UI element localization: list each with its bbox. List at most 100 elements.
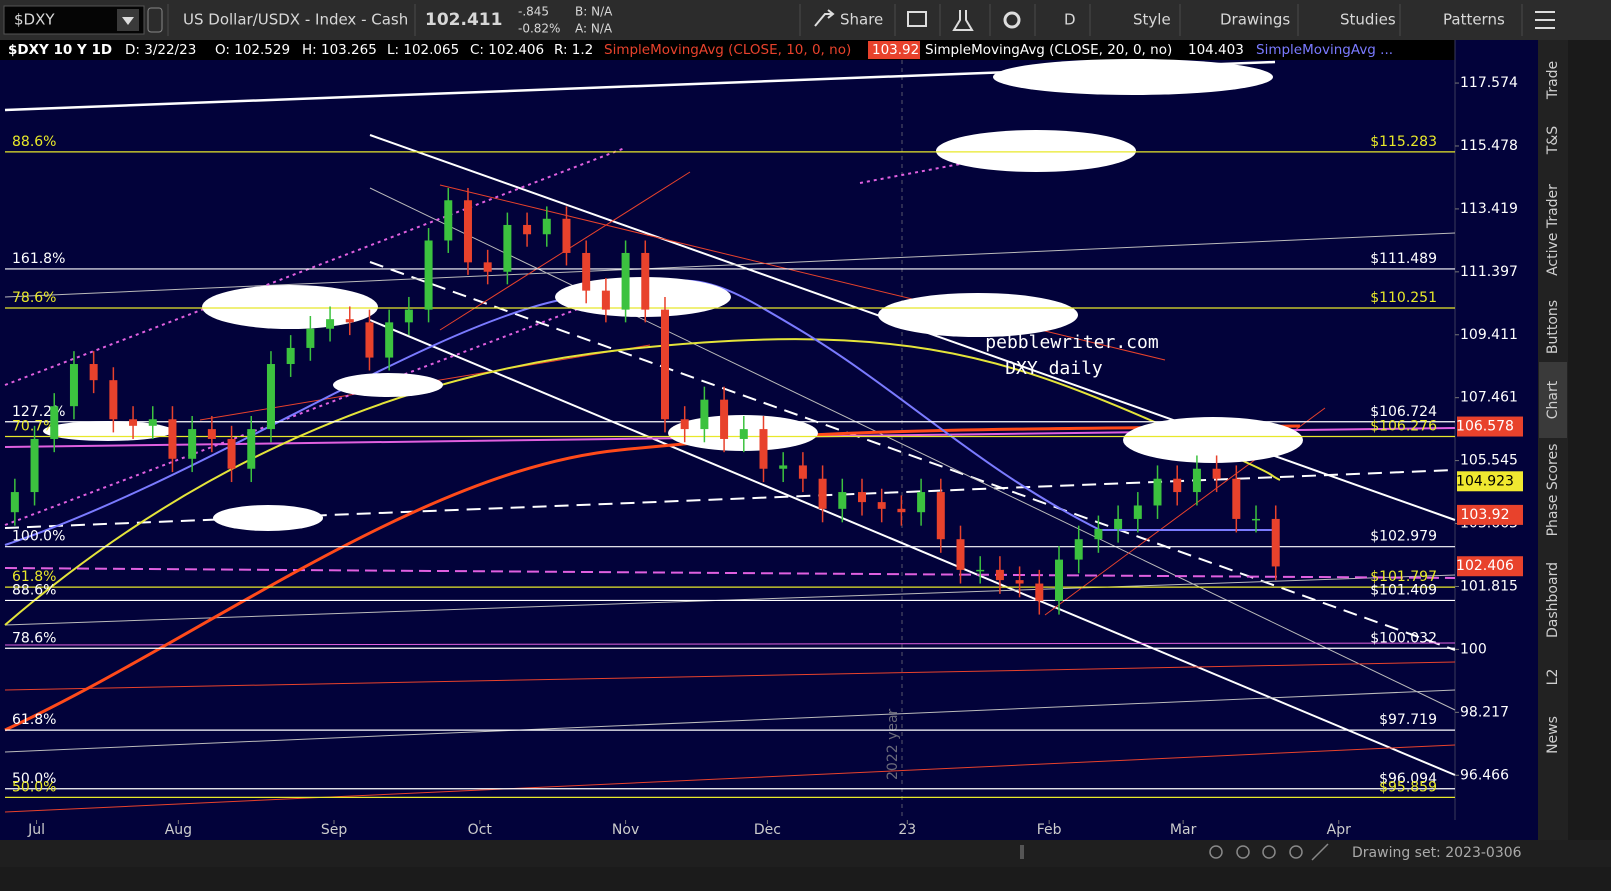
share-icon (814, 9, 835, 27)
y-tick-label: 107.461 (1460, 390, 1518, 406)
toolbar-button[interactable]: Studies (1340, 11, 1396, 29)
toolbar-button[interactable]: Style (1133, 11, 1171, 29)
level-ratio: 88.6% (12, 582, 56, 598)
candle-body (995, 569, 1004, 581)
candle-body (365, 322, 374, 358)
level-price: $111.489 (1370, 251, 1437, 267)
change: -.845 (518, 5, 549, 19)
candle-body (188, 429, 197, 459)
sidebar-tab[interactable]: T&S (1545, 126, 1561, 155)
sidebar-tab[interactable]: L2 (1545, 669, 1561, 686)
price-tag-label: 106.578 (1456, 419, 1514, 435)
candle-body (1153, 478, 1162, 506)
level-ratio: 78.6% (12, 630, 56, 646)
snapshot-icon[interactable] (907, 11, 927, 27)
x-tick-label: Sep (321, 822, 348, 838)
candle-body (562, 218, 571, 253)
candle-body (306, 328, 315, 348)
x-tick-label: Jul (27, 822, 45, 838)
sidebar-tab[interactable]: Dashboard (1545, 562, 1561, 638)
price-tag (1457, 471, 1523, 492)
legend-high: H: 103.265 (302, 42, 377, 58)
legend-date: D: 3/22/23 (125, 42, 196, 58)
y-tick-label: 105.545 (1460, 453, 1518, 469)
year-label: 2022 year (885, 708, 901, 780)
sidebar-tab[interactable]: Active Trader (1545, 184, 1561, 276)
x-tick-label: Nov (612, 822, 639, 838)
level-ratio: 161.8% (12, 251, 65, 267)
candle-body (641, 252, 650, 310)
candle-body (483, 262, 492, 272)
level-ratio: 50.0% (12, 771, 56, 787)
legend-range: R: 1.2 (554, 42, 593, 58)
candle-body (266, 364, 275, 430)
candle-body (50, 406, 59, 439)
x-tick-label: Mar (1170, 822, 1197, 838)
bid: B: N/A (575, 5, 613, 19)
x-tick-label: 23 (898, 822, 916, 838)
level-price: $110.251 (1370, 290, 1437, 306)
candle-body (385, 322, 394, 358)
menu-icon[interactable] (1535, 11, 1555, 29)
candle-body (956, 539, 965, 570)
x-tick-label: Oct (468, 822, 493, 838)
candle-body (601, 290, 610, 310)
sidebar-tab[interactable]: Buttons (1545, 300, 1561, 354)
candle-body (1252, 518, 1261, 521)
toolbar-button[interactable]: Drawings (1220, 11, 1290, 29)
candle-body (621, 252, 630, 310)
gear-icon[interactable] (1003, 11, 1021, 29)
status-bar (0, 840, 1611, 867)
level-ratio: 100.0% (12, 529, 65, 545)
candle-body (345, 319, 354, 323)
candle-body (917, 492, 926, 513)
price-tag-label: 103.92 (1461, 507, 1510, 523)
ask: A: N/A (575, 22, 613, 36)
candle-body (207, 429, 216, 439)
toolbar-button[interactable]: Share (840, 11, 883, 29)
candle-body (660, 309, 669, 420)
scroll-gutter (1568, 40, 1611, 840)
candle-body (89, 364, 98, 381)
toolbar-button[interactable]: D (1064, 11, 1076, 29)
level-price: $106.724 (1370, 404, 1437, 420)
candle-body (148, 419, 157, 426)
level-price: $95.859 (1379, 779, 1437, 795)
sidebar-tab[interactable]: Phase Scores (1545, 444, 1561, 537)
legend-sma20: SimpleMovingAvg (CLOSE, 20, 0, no) (925, 42, 1172, 58)
candle-body (463, 200, 472, 263)
sidebar-tab[interactable]: News (1545, 716, 1561, 754)
candle-body (168, 419, 177, 459)
candle-body (936, 492, 945, 540)
level-price: $102.979 (1370, 529, 1437, 545)
candle-body (69, 364, 78, 407)
flask-icon[interactable] (952, 10, 974, 31)
scroll-handle[interactable] (1020, 845, 1024, 859)
candle-body (582, 252, 591, 291)
x-tick-label: Feb (1037, 822, 1062, 838)
candle-body (1055, 559, 1064, 601)
candle-body (10, 492, 19, 513)
candle-body (503, 224, 512, 272)
level-ratio: 88.6% (12, 134, 56, 150)
candle-body (227, 438, 236, 469)
level-ratio: 61.8% (12, 569, 56, 585)
candle-body (109, 380, 118, 420)
price-tag (1457, 416, 1523, 437)
level-price: $96.094 (1379, 771, 1437, 787)
y-tick-label: 117.574 (1460, 75, 1518, 91)
toolbar-button[interactable]: Patterns (1443, 11, 1505, 29)
level-ratio: 50.0% (12, 779, 56, 795)
candle-body (1271, 518, 1280, 567)
link-icon[interactable] (147, 7, 163, 33)
zoom-icons[interactable] (1209, 843, 1329, 861)
sidebar-tab[interactable]: Trade (1545, 61, 1561, 100)
site-annotation: pebblewriter.com (985, 332, 1158, 353)
candle-body (1094, 529, 1103, 540)
change-pct: -0.82% (518, 22, 560, 36)
symbol[interactable]: $DXY (14, 11, 55, 29)
candle-body (818, 478, 827, 509)
candle-body (1173, 478, 1182, 493)
legend-sma10: SimpleMovingAvg (CLOSE, 10, 0, no) (604, 42, 851, 58)
sidebar-tab[interactable]: Chart (1545, 380, 1561, 419)
